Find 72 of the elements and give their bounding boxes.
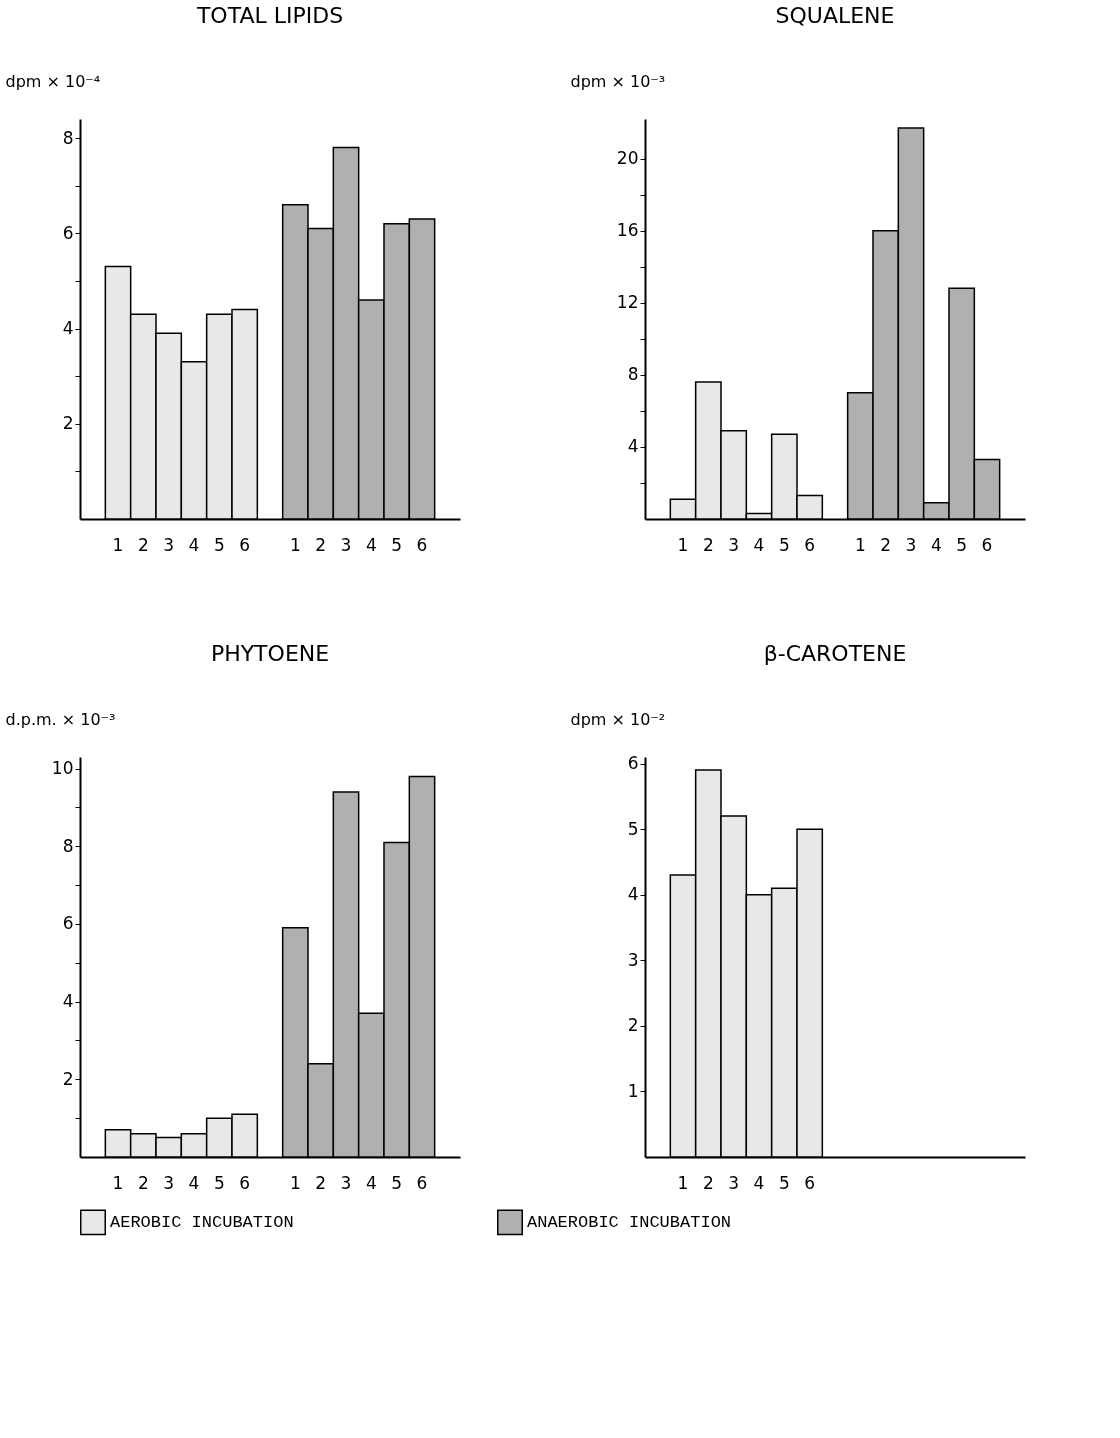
y-tick-label: 16 <box>616 220 639 241</box>
x-tick-label: 6 <box>239 1172 251 1193</box>
y-tick-label: 4 <box>627 884 639 905</box>
x-tick-label: 1 <box>289 534 301 555</box>
x-tick-label: 6 <box>416 1172 428 1193</box>
y-tick-label: 4 <box>62 991 74 1012</box>
x-tick-label: 1 <box>112 534 124 555</box>
y-tick-label: 1 <box>627 1080 639 1101</box>
x-tick-label: 5 <box>213 1172 225 1193</box>
x-tick-label: 4 <box>188 534 200 555</box>
x-tick-label: 4 <box>365 534 377 555</box>
y-tick-label: 10 <box>51 758 74 779</box>
x-tick-label: 6 <box>804 534 816 555</box>
x-tick-label: 2 <box>702 534 714 555</box>
y-tick-label: 4 <box>627 436 639 457</box>
chart-title: SQUALENE <box>775 3 895 28</box>
x-tick-label: 4 <box>188 1172 200 1193</box>
x-tick-label: 6 <box>981 534 993 555</box>
x-tick-label: 5 <box>956 534 968 555</box>
y-tick-label: 5 <box>627 818 639 839</box>
x-tick-label: 5 <box>391 1172 403 1193</box>
x-tick-label: 2 <box>315 1172 327 1193</box>
x-tick-label: 5 <box>213 534 225 555</box>
x-tick-label: 3 <box>163 1172 175 1193</box>
x-tick-label: 5 <box>391 534 403 555</box>
y-tick-label: 8 <box>627 364 639 385</box>
x-tick-label: 1 <box>112 1172 124 1193</box>
x-tick-label: 6 <box>239 534 251 555</box>
x-tick-label: 3 <box>728 1172 740 1193</box>
x-tick-label: 3 <box>340 534 352 555</box>
chart-title: TOTAL LIPIDS <box>195 3 344 28</box>
y-tick-label: 20 <box>616 148 639 169</box>
x-tick-label: 3 <box>163 534 175 555</box>
x-tick-label: 2 <box>315 534 327 555</box>
legend-label: AEROBIC INCUBATION <box>110 1213 294 1233</box>
x-tick-label: 4 <box>365 1172 377 1193</box>
y-axis-title: dpm × 10⁻⁴ <box>5 71 101 91</box>
y-tick-label: 12 <box>616 292 639 313</box>
x-tick-label: 3 <box>728 534 740 555</box>
x-tick-label: 5 <box>778 1172 790 1193</box>
y-tick-label: 4 <box>62 318 74 339</box>
x-tick-label: 6 <box>804 1172 816 1193</box>
y-axis-title: dpm × 10⁻³ <box>570 71 666 91</box>
y-tick-label: 6 <box>62 222 74 243</box>
x-tick-label: 2 <box>702 1172 714 1193</box>
x-tick-label: 2 <box>880 534 892 555</box>
y-tick-label: 2 <box>62 413 74 434</box>
x-tick-label: 5 <box>778 534 790 555</box>
y-tick-label: 6 <box>627 753 639 774</box>
y-tick-label: 6 <box>62 913 74 934</box>
x-tick-label: 1 <box>677 534 689 555</box>
chart-title: PHYTOENE <box>210 641 330 666</box>
x-tick-label: 1 <box>289 1172 301 1193</box>
x-tick-label: 4 <box>753 534 765 555</box>
y-tick-label: 8 <box>62 835 74 856</box>
y-tick-label: 2 <box>62 1068 74 1089</box>
x-tick-label: 3 <box>340 1172 352 1193</box>
x-tick-label: 3 <box>905 534 917 555</box>
y-tick-label: 2 <box>627 1015 639 1036</box>
y-axis-title: d.p.m. × 10⁻³ <box>5 709 116 729</box>
x-tick-label: 1 <box>677 1172 689 1193</box>
y-tick-label: 3 <box>627 949 639 970</box>
x-tick-label: 6 <box>416 534 428 555</box>
x-tick-label: 4 <box>930 534 942 555</box>
x-tick-label: 2 <box>137 1172 149 1193</box>
x-tick-label: 1 <box>854 534 866 555</box>
x-tick-label: 2 <box>137 534 149 555</box>
y-axis-title: dpm × 10⁻² <box>570 709 666 729</box>
chart-title: β-CAROTENE <box>763 641 907 666</box>
legend-label: ANAEROBIC INCUBATION <box>527 1213 732 1233</box>
y-tick-label: 8 <box>62 127 74 148</box>
x-tick-label: 4 <box>753 1172 765 1193</box>
